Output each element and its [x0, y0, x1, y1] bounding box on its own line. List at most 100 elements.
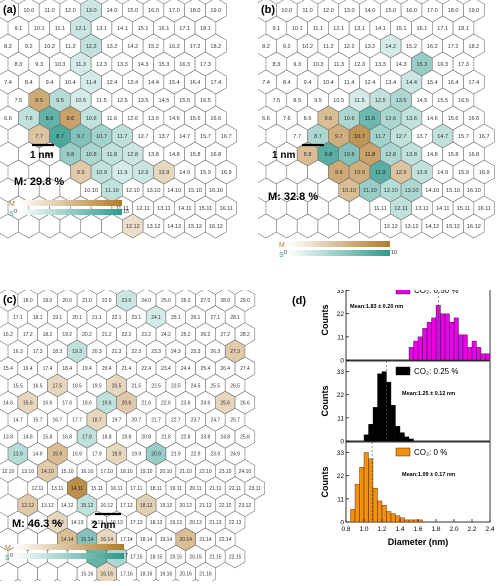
hex-cell-label: 19.7 [112, 417, 122, 423]
hex-cell-label: 15.5 [179, 98, 190, 104]
hex-cell-label: 10.3 [313, 62, 324, 68]
hex-cell-label: 20.14 [179, 537, 192, 543]
panel-label: (b) [261, 4, 275, 16]
hex-cell-label: 13.9 [416, 170, 427, 176]
hex-cell-label: 15.1 [396, 26, 407, 32]
hex-cell-label: 26.1 [191, 315, 201, 321]
hex-cell-label: 13.8 [406, 152, 417, 158]
y-tick-label: 11 [337, 496, 344, 503]
hex-cell-label: 23.5 [171, 383, 181, 389]
hex-cell-label: 20.4 [102, 366, 112, 372]
hex-cell-label: 16.12 [467, 224, 481, 230]
hex-cell-label: 22.13 [229, 520, 242, 526]
histogram-bar [453, 317, 459, 361]
hex-cell-label: 15.11 [457, 206, 471, 212]
hex-cell-label: 16.0 [148, 8, 159, 14]
hex-cell-label: 9.5 [314, 98, 322, 104]
hex-cell-label: 22.5 [151, 383, 161, 389]
hex-cell-label: 21.2 [102, 332, 112, 338]
hex-cell-label: 12.3 [96, 62, 107, 68]
metallic-colorbar [288, 241, 390, 247]
hex-cell-label: 21.7 [151, 417, 161, 423]
hex-cell-label: 11.7 [117, 134, 127, 140]
hex-cell-label: 16.9 [479, 170, 490, 176]
hex-cell-label: 11.11 [374, 206, 387, 212]
hex-cell-label: 16.0 [406, 8, 417, 14]
hex-cell-label: 8.8 [46, 152, 54, 158]
hex-cell-label: 22.7 [171, 417, 181, 423]
hex-cell-label: 15.9 [52, 452, 62, 458]
hex-cell-label: 15.10 [446, 188, 460, 194]
hex-cell [224, 544, 246, 569]
hex-cell-label: 10.9 [96, 170, 107, 176]
hex-cell-label: 13.12 [404, 224, 418, 230]
hex-cell-label: 13.5 [396, 98, 407, 104]
y-tick-label: 22 [337, 311, 345, 318]
hex-cell-label: 16.6 [468, 116, 479, 122]
hex-cell-label: 16.9 [72, 452, 82, 458]
hex-cell-label: 20.16 [179, 571, 192, 577]
hex-cell-label: 15.10 [61, 469, 74, 475]
hex-cell-label: 24.1 [151, 315, 161, 321]
hex-cell-label: 15.4 [3, 366, 13, 372]
hex-cell-label: 14.11 [436, 206, 450, 212]
hex-cell-label: 8.6 [304, 116, 312, 122]
hex-cell-label: 13.0 [86, 8, 97, 14]
hex-cell-label: 19.9 [131, 452, 141, 458]
hex-cell-label: 14.8 [169, 152, 180, 158]
histogram-bar [395, 515, 401, 523]
hex-cell-label: 29.0 [240, 298, 250, 304]
diameter-histograms: (d) 0 11 22 33 CO₂: 0.50 % Mean:1.83 ± 0.20 nm… [292, 279, 495, 547]
hex-cell-label: 12.6 [127, 116, 138, 122]
histogram-bar [485, 353, 491, 361]
hex-cell-label: 9.6 [324, 116, 332, 122]
semiconducting-colorbar [18, 209, 122, 215]
hex-cell-label: 16.8 [468, 152, 479, 158]
hex-cell-label: 10.9 [354, 170, 365, 176]
hex-cell-label: 12.7 [396, 134, 407, 140]
hex-cell-label: 14.3 [138, 62, 149, 68]
hex-cell-label: 14.0 [106, 8, 117, 14]
hex-cell-label: 17.9 [92, 452, 102, 458]
hex-cell-label: 8.3 [15, 62, 23, 68]
hex-cell-label: 9.7 [77, 134, 85, 140]
hex-cell-label: 13.4 [385, 80, 396, 86]
hex-cell-label: 18.2 [210, 44, 221, 50]
hex-cell-label: 13.12 [146, 224, 160, 230]
hex-cell-label: 13.3 [117, 62, 128, 68]
metallic-colorbar [18, 200, 122, 206]
hex-cell-label: 11.8 [107, 152, 117, 158]
hex-cell-label: 15.3 [158, 62, 169, 68]
y-tick-label: 0 [340, 358, 344, 365]
hex-cell-label: 14.7 [13, 417, 23, 423]
hex-cell-label: 8.7 [314, 134, 322, 140]
hex-cell-label: 21.14 [199, 537, 212, 543]
hex-cell-label: 18.7 [92, 417, 102, 423]
hex-cell-label: 14.9 [179, 170, 190, 176]
hex-cell-label: 14.6 [427, 116, 438, 122]
hex-cell-label: 13.8 [148, 152, 159, 158]
histogram-bar [440, 313, 446, 361]
hex-map-c: 18.0 19.0 20.0 21.0 22.0 23.0 24.0 25.0 26.0 27.0… [0, 288, 265, 586]
y-tick-label: 22 [337, 473, 345, 480]
hex-cell-label: 18.16 [140, 571, 153, 577]
hex-cell-label: 15.9 [458, 170, 469, 176]
hex-cell-label: 19.6 [102, 400, 112, 406]
hex-cell-label: 16.2 [427, 44, 438, 50]
hex-cell-label: 24.0 [141, 298, 151, 304]
hex-cell-label: 20.11 [190, 486, 202, 492]
hex-cell-label: 13.0 [344, 8, 355, 14]
hex-cell-label: 19.1 [52, 315, 62, 321]
hex-cell-label: 21.10 [179, 469, 192, 475]
hex-cell-label: 9.6 [66, 116, 74, 122]
hex-cell-label: 14.4 [406, 80, 417, 86]
hex-cell-label: 12.8 [127, 152, 138, 158]
hex-cell-label: 20.6 [122, 400, 132, 406]
histogram-frame [345, 360, 491, 442]
hex-cell-label: 18.2 [43, 332, 53, 338]
hex-cell-label: 16.1 [416, 26, 427, 32]
hex-cell-label: 17.0 [427, 8, 438, 14]
hex-cell-label: 20.3 [92, 349, 102, 355]
hex-cell-label: 27.0 [201, 298, 211, 304]
legend-swatch [395, 447, 411, 457]
